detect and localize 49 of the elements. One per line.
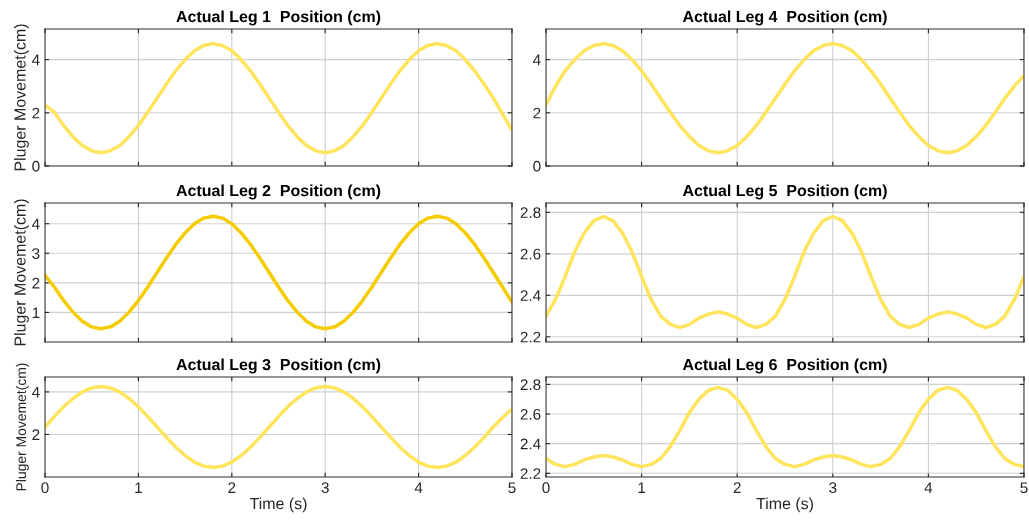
y-tick-label: 4 (31, 386, 40, 398)
chart-title: Actual Leg 5 Position (cm) (682, 184, 887, 200)
x-tick-label: 2 (733, 482, 741, 493)
chart-title: Actual Leg 6 Position (cm) (682, 358, 887, 374)
x-tick-label: 4 (924, 482, 933, 493)
x-tick-label: 0 (542, 482, 550, 494)
line-series (45, 384, 512, 470)
y-axis-title: Pluger Movemet(cm) (13, 24, 29, 171)
line-series (546, 385, 1024, 469)
line-series (45, 41, 512, 155)
y-tick-label: 4 (31, 218, 40, 230)
line-series (45, 214, 512, 331)
y-axis-title: Pluger Movemet(cm) (15, 363, 29, 491)
chart-title: Actual Leg 1 Position (cm) (176, 10, 381, 26)
y-tick-label: 1 (32, 307, 40, 318)
x-tick-label: 4 (414, 482, 423, 493)
y-tick-label: 0 (32, 160, 40, 172)
x-axis-title: Time (s) (249, 497, 307, 513)
y-tick-label: 3 (32, 248, 40, 259)
y-tick-label: 0 (533, 160, 541, 172)
line-series (546, 214, 1024, 330)
x-tick-label: 0 (41, 482, 49, 494)
x-axis-title: Time (s) (756, 497, 813, 513)
y-tick-label: 2.4 (520, 290, 541, 301)
chart-title: Actual Leg 3 Position (cm) (176, 358, 381, 374)
y-tick-label: 2.2 (520, 468, 541, 479)
y-axis-title: Pluger Movemet(cm) (13, 199, 29, 346)
y-tick-label: 4 (31, 54, 40, 66)
x-tick-label: 5 (508, 482, 516, 494)
y-tick-label: 2 (32, 429, 40, 440)
y-tick-label: 2 (32, 277, 40, 289)
y-tick-label: 4 (532, 54, 541, 66)
x-tick-label: 5 (1020, 482, 1028, 494)
x-tick-label: 2 (228, 482, 236, 493)
x-tick-label: 1 (638, 482, 646, 493)
x-tick-label: 3 (321, 482, 329, 494)
y-tick-label: 2.4 (520, 438, 541, 450)
y-tick-label: 2.2 (520, 331, 541, 343)
y-tick-label: 2.8 (520, 207, 541, 219)
line-series (546, 41, 1024, 155)
y-tick-label: 2.6 (520, 408, 541, 420)
y-tick-label: 2.8 (520, 379, 541, 391)
y-tick-label: 2 (32, 107, 40, 119)
y-tick-label: 2.6 (520, 248, 541, 260)
y-tick-label: 2 (533, 107, 541, 119)
chart-title: Actual Leg 4 Position (cm) (682, 10, 887, 26)
x-tick-label: 3 (829, 482, 837, 494)
chart-title: Actual Leg 2 Position (cm) (176, 184, 381, 200)
x-tick-label: 1 (135, 482, 142, 493)
